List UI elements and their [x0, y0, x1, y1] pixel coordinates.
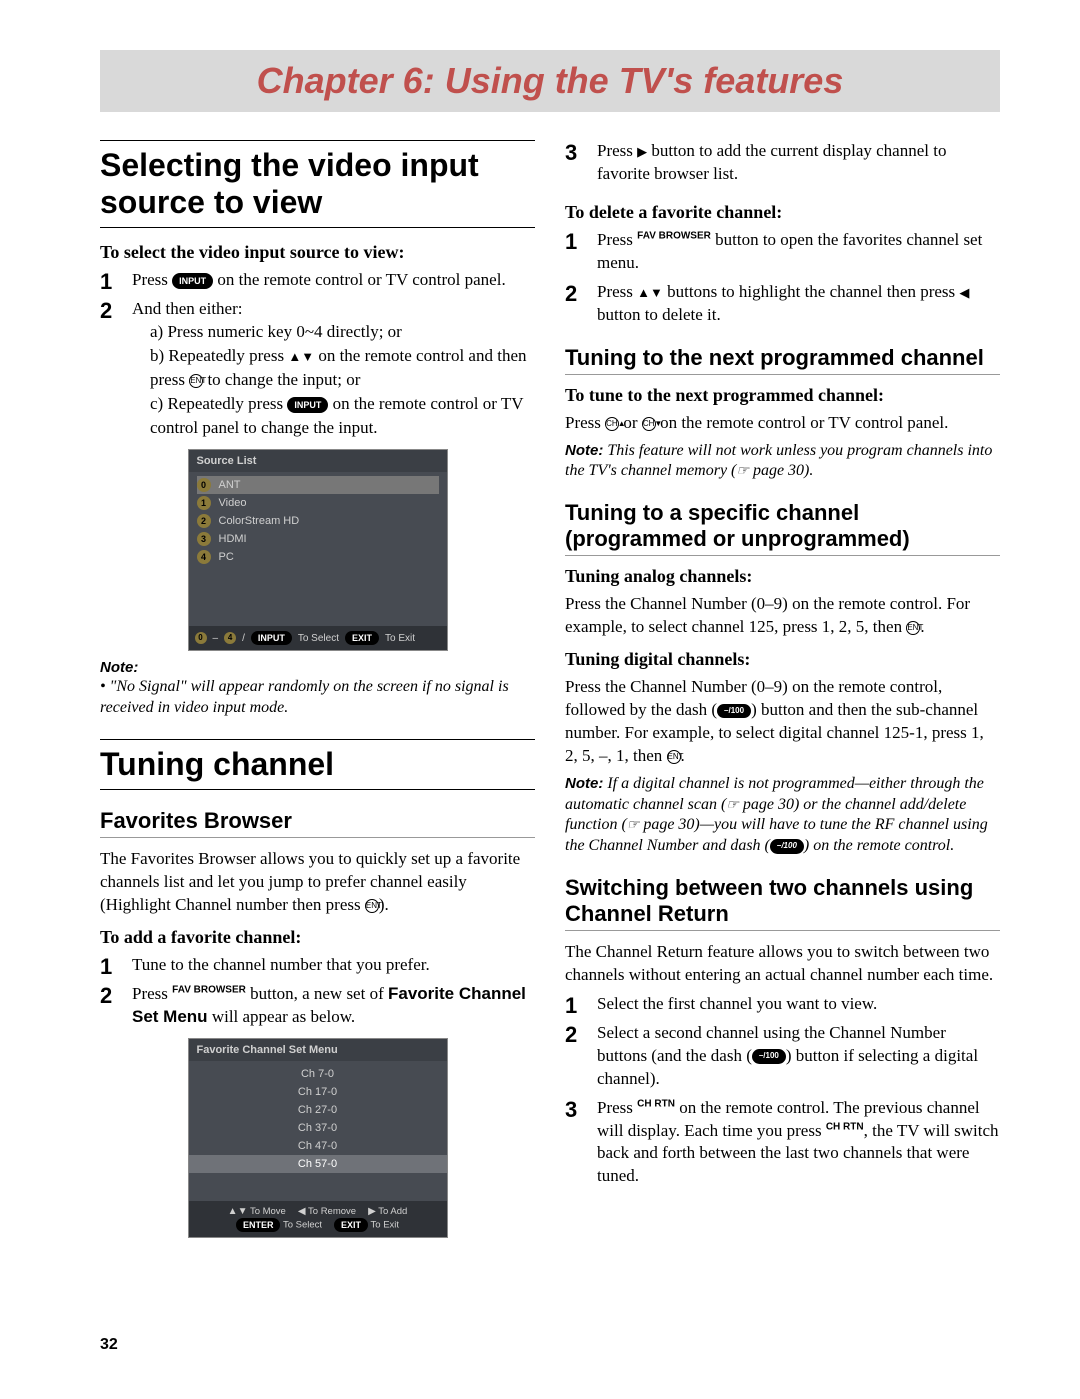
subsection-channel-return: Switching between two channels using Cha…: [565, 875, 1000, 931]
source-list-osd: Source List 0ANT 1Video 2ColorStream HD …: [188, 449, 448, 651]
step-2-sublist: a) Press numeric key 0~4 directly; or b)…: [132, 320, 535, 439]
source-num: 1: [197, 496, 211, 510]
add-step-1: Tune to the channel number that you pref…: [100, 954, 535, 977]
input-button-icon: INPUT: [287, 397, 328, 414]
chapter-title: Chapter 6: Using the TV's features: [257, 60, 844, 101]
input-source-steps: Press INPUT on the remote control or TV …: [100, 269, 535, 440]
source-list-footer: 0–4 / INPUT To Select EXIT To Exit: [189, 626, 447, 650]
subsection-specific-channel: Tuning to a specific channel (programmed…: [565, 500, 1000, 556]
del-step-2: Press ▲▼ buttons to highlight the channe…: [565, 281, 1000, 327]
favorite-channel-osd: Favorite Channel Set Menu Ch 7-0 Ch 17-0…: [188, 1038, 448, 1238]
subheading-delete-favorite: To delete a favorite channel:: [565, 202, 1000, 223]
step-3: Press ▶ button to add the current displa…: [565, 140, 1000, 186]
del-step-1: Press FAV BROWSER button to open the fav…: [565, 229, 1000, 275]
footer-remove: To Remove: [308, 1206, 356, 1217]
fav-footer: ▲▼ To Move ◀ To Remove ▶ To Add ENTER To…: [189, 1201, 447, 1237]
fav-row: Ch 47-0: [189, 1137, 447, 1155]
digital-body: Press the Channel Number (0–9) on the re…: [565, 676, 1000, 768]
step-2-text: And then either:: [132, 299, 242, 318]
source-list-title: Source List: [189, 450, 447, 472]
fav-row: Ch 17-0: [189, 1083, 447, 1101]
source-num: 4: [197, 550, 211, 564]
step-1: Press INPUT on the remote control or TV …: [100, 269, 535, 292]
page-number: 32: [100, 1336, 118, 1354]
subheading-select-input: To select the video input source to view…: [100, 242, 535, 263]
source-label: ColorStream HD: [219, 515, 300, 527]
fav-row: Ch 27-0: [189, 1101, 447, 1119]
analog-body: Press the Channel Number (0–9) on the re…: [565, 593, 1000, 639]
source-label: Video: [219, 497, 247, 509]
subheading-digital: Tuning digital channels:: [565, 649, 1000, 670]
subsection-favorites-browser: Favorites Browser: [100, 808, 535, 838]
source-list-row: 2 ColorStream HD: [197, 512, 439, 530]
fav-menu-title: Favorite Channel Set Menu: [189, 1039, 447, 1061]
input-button-icon: INPUT: [172, 273, 213, 289]
footer-select2: To Select: [283, 1220, 322, 1231]
note-text: • "No Signal" will appear randomly on th…: [100, 677, 535, 719]
favorites-browser-text: The Favorites Browser allows you to quic…: [100, 848, 535, 917]
note-block: Note: • "No Signal" will appear randomly…: [100, 659, 535, 719]
step-2a: a) Press numeric key 0~4 directly; or: [150, 320, 535, 344]
cr-step-2: Select a second channel using the Channe…: [565, 1022, 1000, 1091]
left-column: Selecting the video input source to view…: [100, 140, 535, 1248]
footer-add: To Add: [378, 1206, 407, 1217]
source-list-row: 0 ANT: [197, 476, 439, 494]
note-label: Note:: [100, 659, 138, 676]
subheading-analog: Tuning analog channels:: [565, 566, 1000, 587]
source-list-row: 4 PC: [197, 548, 439, 566]
tune-next-body: Press CH▲ or CH▼ on the remote control o…: [565, 412, 1000, 435]
subsection-next-programmed: Tuning to the next programmed channel: [565, 345, 1000, 375]
fav-row: Ch 37-0: [189, 1119, 447, 1137]
add-step-2: Press FAV BROWSER button, a new set of F…: [100, 983, 535, 1029]
section-heading-tuning: Tuning channel: [100, 739, 535, 790]
source-label: ANT: [219, 479, 241, 491]
fav-row: Ch 7-0: [189, 1065, 447, 1083]
step-2: And then either: a) Press numeric key 0~…: [100, 298, 535, 440]
add-favorite-steps: Tune to the channel number that you pref…: [100, 954, 535, 1029]
note-2: Note: This feature will not work unless …: [565, 441, 1000, 483]
source-list-row: 1 Video: [197, 494, 439, 512]
source-num: 0: [197, 478, 211, 492]
fav-row: Ch 57-0: [189, 1155, 447, 1173]
source-num: 3: [197, 532, 211, 546]
channel-return-steps: Select the first channel you want to vie…: [565, 993, 1000, 1189]
step-2c: c) Repeatedly press INPUT on the remote …: [150, 392, 535, 440]
cr-step-3: Press CH RTN on the remote control. The …: [565, 1097, 1000, 1189]
source-list-row: 3 HDMI: [197, 530, 439, 548]
footer-move: To Move: [250, 1206, 286, 1217]
right-column: Press ▶ button to add the current displa…: [565, 140, 1000, 1248]
source-num: 2: [197, 514, 211, 528]
channel-return-body: The Channel Return feature allows you to…: [565, 941, 1000, 987]
source-label: HDMI: [219, 533, 247, 545]
source-label: PC: [219, 551, 234, 563]
chapter-header: Chapter 6: Using the TV's features: [100, 50, 1000, 112]
cr-step-1: Select the first channel you want to vie…: [565, 993, 1000, 1016]
footer-select: To Select: [298, 633, 339, 644]
subheading-tune-next: To tune to the next programmed channel:: [565, 385, 1000, 406]
note-3: Note: If a digital channel is not progra…: [565, 774, 1000, 857]
subheading-add-favorite: To add a favorite channel:: [100, 927, 535, 948]
add-favorite-step3: Press ▶ button to add the current displa…: [565, 140, 1000, 186]
enter-button-icon: ENT: [189, 374, 203, 388]
footer-exit: To Exit: [385, 633, 415, 644]
step-2b: b) Repeatedly press ▲▼ on the remote con…: [150, 344, 535, 392]
delete-favorite-steps: Press FAV BROWSER button to open the fav…: [565, 229, 1000, 327]
section-heading-input-source: Selecting the video input source to view: [100, 140, 535, 228]
footer-exit2: To Exit: [371, 1220, 400, 1231]
